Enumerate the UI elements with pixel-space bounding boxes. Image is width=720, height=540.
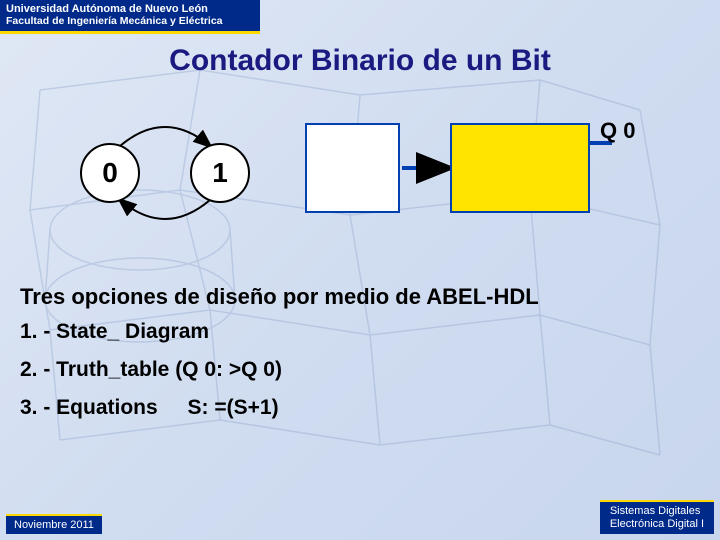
option-1: 1. - State_ Diagram bbox=[20, 320, 700, 344]
footer-course: Sistemas Digitales Electrónica Digital I bbox=[600, 500, 714, 534]
subtitle: Tres opciones de diseño por medio de ABE… bbox=[20, 284, 700, 310]
background-wireframe bbox=[0, 0, 720, 540]
header-faculty: Facultad de Ingeniería Mecánica y Eléctr… bbox=[6, 15, 254, 27]
header-bar: Universidad Autónoma de Nuevo León Facul… bbox=[0, 0, 260, 34]
header-university: Universidad Autónoma de Nuevo León bbox=[6, 3, 254, 15]
state-0-label: 0 bbox=[102, 157, 118, 189]
footer-course-line2: Electrónica Digital I bbox=[610, 518, 704, 531]
option-2: 2. - Truth_table (Q 0: >Q 0) bbox=[20, 358, 700, 382]
page-title: Contador Binario de un Bit bbox=[0, 44, 720, 78]
state-1: 1 bbox=[190, 143, 250, 203]
state-0: 0 bbox=[80, 143, 140, 203]
diagram-area: 0 1 Q 0 bbox=[0, 88, 720, 268]
footer-date: Noviembre 2011 bbox=[6, 514, 102, 534]
clock-box bbox=[305, 123, 400, 213]
option-3-equation: S: =(S+1) bbox=[188, 396, 279, 419]
q-output-box bbox=[450, 123, 590, 213]
footer-course-line1: Sistemas Digitales bbox=[610, 505, 704, 518]
state-1-label: 1 bbox=[212, 157, 228, 189]
option-3: 3. - Equations S: =(S+1) bbox=[20, 396, 700, 420]
q-output-label: Q 0 bbox=[600, 118, 635, 144]
option-3-label: 3. - Equations bbox=[20, 396, 158, 419]
